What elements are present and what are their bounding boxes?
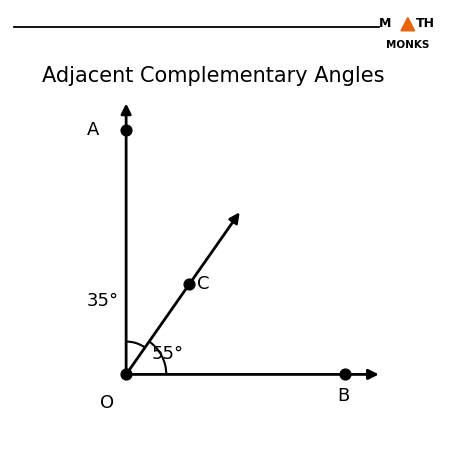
Text: O: O [100, 394, 114, 412]
Point [341, 371, 349, 378]
Point [186, 280, 193, 288]
Point [122, 126, 130, 134]
Text: C: C [198, 275, 210, 293]
Text: B: B [337, 387, 349, 405]
Polygon shape [401, 18, 415, 31]
Text: M: M [379, 17, 392, 30]
Point [122, 371, 130, 378]
Text: A: A [86, 121, 99, 139]
Text: MONKS: MONKS [386, 40, 429, 50]
Text: 35°: 35° [86, 292, 118, 310]
Text: TH: TH [416, 17, 435, 30]
Text: 55°: 55° [152, 346, 184, 364]
Text: Adjacent Complementary Angles: Adjacent Complementary Angles [43, 66, 385, 86]
